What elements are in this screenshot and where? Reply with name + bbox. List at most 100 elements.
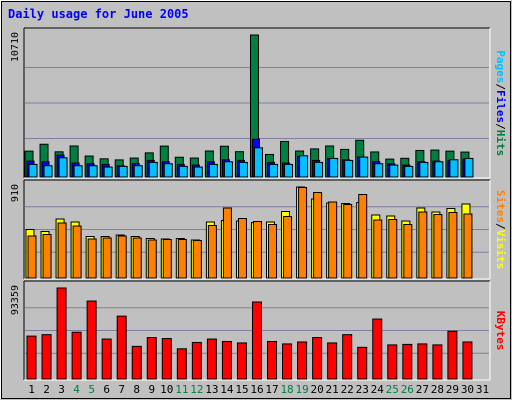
bar-sites-day-16 (252, 221, 262, 279)
series-label-pages: Pages (494, 50, 507, 83)
x-tick-label-day-10: 10 (160, 383, 173, 396)
bar-sites-day-23 (358, 194, 368, 279)
bar-kbytes-day-13 (206, 338, 217, 380)
bar-kbytes-day-8 (131, 345, 142, 380)
bar-pages-day-21 (329, 157, 339, 178)
bar-pages-day-29 (449, 159, 459, 178)
bar-sites-day-5 (87, 238, 97, 279)
bar-pages-day-20 (314, 161, 324, 178)
bar-kbytes-day-6 (101, 338, 112, 380)
series-label-hits: Hits (494, 130, 507, 157)
x-tick-label-day-1: 1 (28, 383, 35, 396)
x-tick-label-day-27: 27 (416, 383, 429, 396)
bar-pages-day-26 (404, 165, 414, 178)
x-tick-label-day-26: 26 (401, 383, 414, 396)
bar-sites-day-22 (343, 204, 353, 279)
bar-pages-day-12 (193, 166, 203, 178)
x-tick-label-day-7: 7 (118, 383, 125, 396)
bar-pages-day-18 (284, 163, 294, 178)
bar-kbytes-day-20 (312, 337, 323, 380)
x-tick-label-day-19: 19 (295, 383, 308, 396)
series-label-separator: / (494, 223, 507, 230)
bar-kbytes-day-9 (146, 337, 157, 380)
bar-sites-day-30 (463, 213, 473, 279)
bar-kbytes-day-12 (191, 341, 202, 380)
bar-kbytes-day-27 (417, 343, 428, 380)
bar-sites-day-1 (27, 235, 37, 279)
bar-sites-day-17 (268, 224, 278, 279)
panel-series-label: Sites/Visits (494, 190, 507, 270)
x-tick-label-day-3: 3 (58, 383, 65, 396)
bar-pages-day-15 (238, 161, 248, 178)
bar-kbytes-day-11 (176, 348, 187, 380)
series-label-separator: / (494, 123, 507, 130)
bar-sites-day-28 (433, 214, 443, 279)
bar-pages-day-14 (223, 161, 233, 178)
bar-kbytes-day-29 (447, 330, 458, 380)
panel-max-label: 910 (10, 184, 21, 202)
x-tick-label-day-22: 22 (341, 383, 354, 396)
bar-pages-day-25 (389, 164, 399, 178)
x-tick-label-day-16: 16 (250, 383, 263, 396)
x-tick-label-day-24: 24 (371, 383, 385, 396)
bar-sites-day-3 (57, 222, 67, 279)
x-tick-label-day-8: 8 (133, 383, 140, 396)
bar-sites-day-2 (42, 234, 52, 279)
series-label-sites: Sites (494, 190, 507, 223)
panel-kbytes: 93359 KBytes (10, 280, 507, 381)
bar-sites-day-7 (117, 235, 127, 279)
panel-series-label: KBytes (494, 311, 507, 351)
bar-kbytes-day-10 (161, 338, 172, 380)
bar-sites-day-21 (328, 201, 338, 279)
bar-kbytes-day-5 (86, 300, 97, 380)
x-tick-label-day-28: 28 (431, 383, 444, 396)
bar-sites-day-19 (298, 187, 308, 279)
bar-sites-day-10 (162, 239, 172, 279)
bar-kbytes-day-30 (462, 341, 473, 380)
bar-kbytes-day-17 (267, 340, 278, 380)
x-tick-label-day-4: 4 (73, 383, 80, 396)
bar-pages-day-22 (344, 159, 354, 178)
panel-max-label: 10710 (10, 32, 21, 62)
bar-pages-day-5 (88, 165, 98, 178)
panel-visits-sites: 910 Sites/Visits (10, 179, 507, 280)
chart-title: Daily usage for June 2005 (8, 7, 189, 21)
bar-sites-day-11 (177, 239, 187, 279)
x-tick-label-day-5: 5 (88, 383, 95, 396)
bar-sites-day-20 (313, 192, 323, 279)
panel-series-label: Pages/Files/Hits (494, 50, 507, 156)
x-tick-label-day-2: 2 (43, 383, 50, 396)
x-tick-label-day-29: 29 (446, 383, 459, 396)
bar-sites-day-9 (147, 239, 157, 279)
x-tick-label-day-23: 23 (356, 383, 369, 396)
x-tick-label-day-6: 6 (103, 383, 110, 396)
bar-pages-day-6 (103, 166, 113, 178)
bar-sites-day-12 (192, 240, 202, 279)
bar-pages-day-3 (58, 157, 68, 178)
bar-pages-day-30 (464, 157, 474, 178)
bar-sites-day-13 (207, 225, 217, 279)
bar-kbytes-day-28 (432, 344, 443, 380)
bar-pages-day-13 (208, 163, 218, 178)
bar-sites-day-15 (237, 218, 247, 279)
bar-pages-day-23 (359, 156, 369, 178)
x-tick-label-day-12: 12 (190, 383, 203, 396)
bar-pages-day-7 (118, 165, 128, 178)
bar-kbytes-day-23 (357, 346, 368, 380)
bar-pages-day-11 (178, 165, 188, 178)
bar-pages-day-24 (374, 163, 384, 178)
series-label-visits: Visits (494, 230, 507, 270)
bar-kbytes-day-15 (236, 342, 247, 380)
bar-kbytes-day-7 (116, 315, 127, 380)
x-tick-label-day-18: 18 (280, 383, 293, 396)
bar-kbytes-day-4 (71, 331, 82, 380)
bar-sites-day-25 (388, 219, 398, 279)
x-tick-label-day-14: 14 (220, 383, 234, 396)
series-label-files: Files (494, 90, 507, 123)
bar-kbytes-day-19 (297, 341, 308, 380)
outer-border-dark (1, 1, 511, 399)
x-tick-label-day-13: 13 (205, 383, 218, 396)
bar-kbytes-day-25 (387, 344, 398, 380)
